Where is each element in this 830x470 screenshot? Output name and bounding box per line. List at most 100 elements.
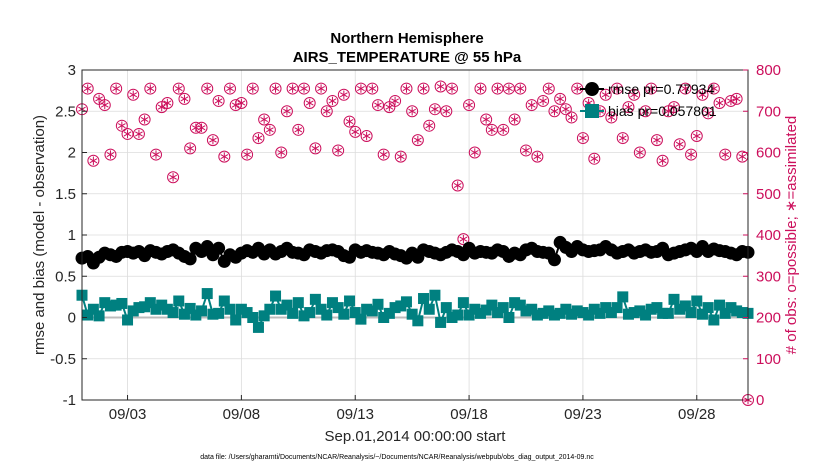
obs-count-point <box>554 92 567 105</box>
bias-point <box>446 312 458 323</box>
bias-point <box>230 314 242 326</box>
obs-count-point <box>212 94 225 107</box>
bias-point <box>651 302 663 314</box>
bias-point <box>731 305 743 317</box>
obs-count-point <box>446 82 458 95</box>
obs-count-point <box>241 148 254 161</box>
bias-point <box>418 293 430 305</box>
obs-count-point <box>246 82 259 95</box>
obs-count-point <box>537 94 550 107</box>
bias-point <box>736 307 748 319</box>
bias-point <box>127 305 139 317</box>
bias-point <box>252 321 264 333</box>
obs-count-point <box>263 123 276 136</box>
x-tick-label: 09/03 <box>109 406 147 423</box>
bias-point <box>349 307 361 319</box>
bias-point <box>719 307 731 319</box>
bias-point <box>315 303 327 315</box>
bias-point <box>270 290 282 302</box>
bias-point <box>526 303 538 315</box>
obs-count-point <box>508 113 521 126</box>
obs-count-point <box>309 142 322 155</box>
obs-count-point <box>161 97 174 109</box>
obs-count-point <box>702 107 715 120</box>
bias-point <box>383 307 395 319</box>
bias-point <box>93 310 105 322</box>
bias-point <box>218 295 230 307</box>
obs-count-point <box>303 97 316 109</box>
obs-count-point <box>633 146 646 159</box>
obs-count-point <box>195 121 208 134</box>
obs-count-point <box>650 134 663 147</box>
obs-count-point <box>115 119 128 132</box>
bias-point <box>201 288 213 300</box>
bias-point <box>560 303 572 315</box>
obs-count-point <box>622 101 635 114</box>
obs-count-point <box>514 82 527 95</box>
obs-count-point <box>559 103 572 116</box>
obs-count-point <box>184 142 197 155</box>
bias-point <box>139 301 151 313</box>
obs-count-point <box>138 113 151 126</box>
obs-count-point <box>611 82 624 95</box>
obs-count-point <box>531 150 544 163</box>
bias-point <box>87 303 99 315</box>
obs-count-point <box>502 82 515 95</box>
y-axis-label: rmse and bias (model - observation) <box>31 115 48 355</box>
bias-point <box>144 297 156 309</box>
obs-count-point <box>565 111 578 124</box>
obs-count-point <box>400 82 413 95</box>
bias-point <box>509 297 521 309</box>
obs-count-point <box>377 148 390 161</box>
bias-point <box>594 307 606 319</box>
y-tick-label: 2 <box>68 145 76 162</box>
bias-point <box>480 304 492 316</box>
obs-count-point <box>480 113 493 126</box>
obs-count-point <box>491 82 504 95</box>
obs-count-point <box>292 123 305 136</box>
obs-count-point <box>252 132 265 145</box>
bias-point <box>634 305 646 317</box>
obs-count-point <box>656 154 669 167</box>
bias-point <box>469 303 481 315</box>
bias-point <box>150 303 162 315</box>
bias-point <box>503 312 515 323</box>
obs-count-point <box>269 82 282 95</box>
obs-count-point <box>87 154 100 167</box>
bias-point <box>304 307 316 319</box>
obs-count-point <box>121 127 134 140</box>
bias-point <box>577 307 589 319</box>
obs-count-point <box>332 144 345 157</box>
obs-count-point <box>343 115 356 128</box>
obs-count-point <box>616 132 629 145</box>
y-axis-ticks: -1 -0.5 0 0.5 1 1.5 2 2.5 3 <box>50 62 87 409</box>
obs-count-point <box>451 179 464 192</box>
obs-count-point <box>218 150 231 163</box>
bias-point <box>110 299 122 311</box>
bias-point <box>82 309 94 321</box>
rmse-series <box>75 235 755 270</box>
obs-count-point <box>394 150 407 163</box>
chart-title: Northern Hemisphere <box>330 30 483 47</box>
bias-point <box>224 303 236 315</box>
bias-point <box>492 307 504 319</box>
bias-point <box>457 297 469 309</box>
bias-series <box>76 288 754 333</box>
obs-count-point <box>366 82 379 95</box>
bias-point <box>275 303 287 315</box>
bias-point <box>99 297 111 309</box>
x-axis-label: Sep.01,2014 00:00:00 start <box>325 428 507 445</box>
bias-point <box>708 314 720 326</box>
y-tick-label: 0.5 <box>55 268 76 285</box>
bias-point <box>173 295 185 307</box>
obs-count-point <box>127 88 140 101</box>
bias-point <box>486 299 498 311</box>
y-tick-label: -1 <box>63 392 76 409</box>
rmse-point <box>212 241 226 255</box>
obs-count-point <box>707 82 720 95</box>
obs-count-point <box>440 105 453 118</box>
y2-tick-label: 200 <box>756 310 781 327</box>
bias-point <box>344 295 356 307</box>
y2-axis-ticks: 0 100 200 300 400 500 600 700 800 <box>743 62 781 409</box>
